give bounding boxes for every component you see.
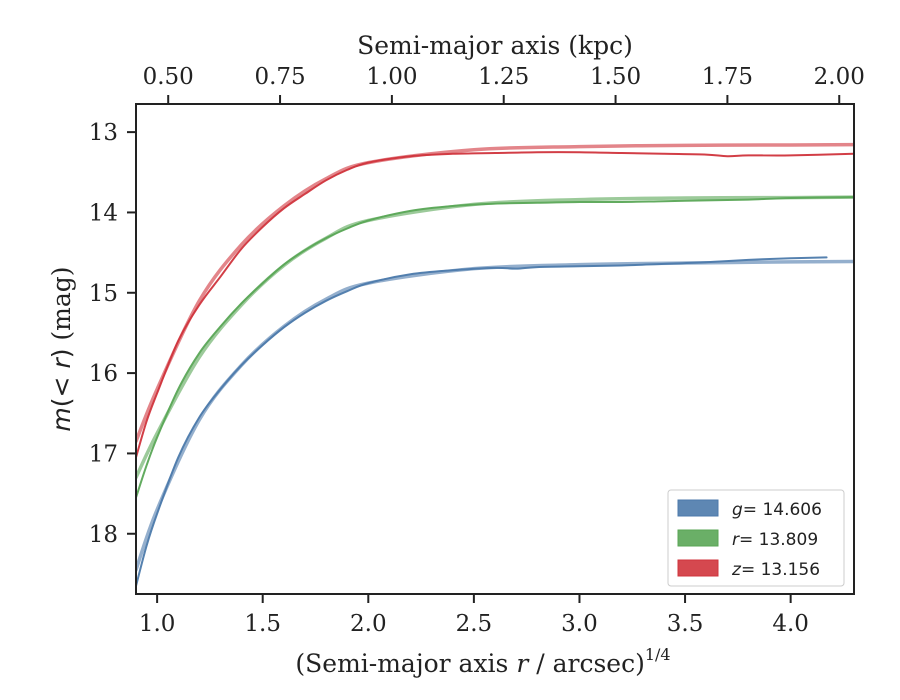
y-axis: 13 14 15 16 17 18 [89, 120, 136, 548]
top-x-tick-label: 1.75 [702, 64, 753, 90]
legend-swatch-r [677, 529, 719, 547]
series-layer [136, 142, 854, 587]
y-tick-label: 17 [89, 441, 118, 467]
series-z-data-line [136, 151, 854, 459]
series-g [136, 256, 854, 587]
legend-label-z: z= 13.156 [731, 560, 820, 580]
series-z [136, 142, 854, 459]
top-x-tick-label: 1.25 [478, 64, 529, 90]
top-x-tick-label: 1.50 [590, 64, 641, 90]
y-tick-label: 16 [89, 361, 118, 387]
x-axis-label: (Semi-major axis r / arcsec)1/4 [295, 645, 670, 678]
x-tick-label: 1.0 [139, 611, 176, 637]
top-x-tick-label: 2.00 [814, 64, 865, 90]
legend: g= 14.606 r= 13.809 z= 13.156 [667, 489, 845, 587]
plot-frame [135, 103, 855, 595]
legend-swatch-z [677, 559, 719, 577]
legend-label-g: g= 14.606 [732, 500, 822, 520]
series-g-data-line [136, 256, 828, 587]
series-r-data-line [136, 196, 854, 499]
y-tick-label: 18 [89, 522, 118, 548]
x-tick-label: 1.5 [244, 611, 281, 637]
legend-swatch-g [677, 499, 719, 517]
top-x-axis: 0.50 0.75 1.00 1.25 1.50 1.75 2.00 [143, 64, 865, 104]
x-tick-label: 4.0 [772, 611, 809, 637]
y-axis-label: m(< r) (mag) [47, 266, 76, 431]
top-x-axis-label: Semi-major axis (kpc) [357, 31, 633, 60]
x-tick-label: 2.0 [350, 611, 387, 637]
top-x-tick-label: 0.50 [143, 64, 194, 90]
series-r [136, 195, 854, 499]
y-tick-label: 15 [89, 281, 118, 307]
x-tick-label: 3.0 [561, 611, 598, 637]
top-x-tick-label: 1.00 [366, 64, 417, 90]
x-tick-label: 3.5 [667, 611, 704, 637]
bottom-x-axis: 1.0 1.5 2.0 2.5 3.0 3.5 4.0 [139, 594, 809, 637]
x-tick-label: 2.5 [456, 611, 493, 637]
legend-label-r: r= 13.809 [732, 530, 818, 550]
y-tick-label: 14 [89, 200, 118, 226]
top-x-tick-label: 0.75 [254, 64, 305, 90]
y-tick-label: 13 [89, 120, 118, 146]
